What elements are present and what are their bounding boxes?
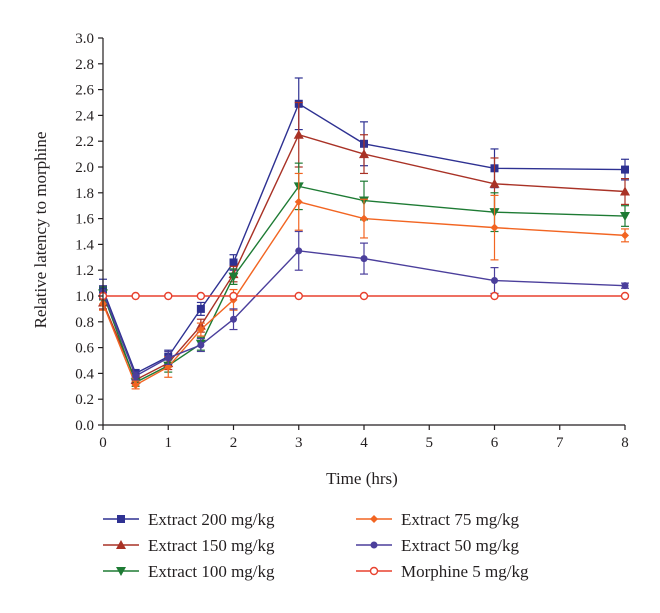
- y-tick-label: 2.0: [75, 160, 94, 176]
- legend-marker: [370, 515, 378, 523]
- x-tick-label: 3: [295, 435, 303, 451]
- y-tick-label: 1.0: [75, 289, 94, 305]
- data-point: [230, 315, 237, 323]
- y-tick-label: 2.8: [75, 57, 94, 73]
- x-tick-label: 4: [360, 435, 368, 451]
- legend-marker: [116, 567, 126, 576]
- legend-label: Extract 200 mg/kg: [148, 510, 275, 529]
- legend-label: Extract 75 mg/kg: [401, 510, 520, 529]
- x-tick-label: 8: [621, 435, 629, 451]
- x-tick-label: 5: [426, 435, 434, 451]
- series-6: [98, 291, 630, 301]
- series-5: [99, 230, 629, 381]
- data-point: [294, 291, 303, 301]
- y-tick-label: 2.6: [75, 83, 94, 99]
- y-tick-label: 1.4: [75, 237, 94, 253]
- data-point: [164, 354, 172, 362]
- y-ticks: 0.0 0.2 0.4 0.6 0.8 1.0 1.2 1.4 1.6 1.8 2.0 2.2 2.4 2…: [75, 31, 103, 434]
- legend-item: Extract 75 mg/kg: [356, 510, 520, 529]
- y-tick-label: 0.6: [75, 341, 94, 357]
- data-point: [196, 291, 206, 301]
- data-point: [490, 223, 499, 232]
- data-point: [295, 247, 303, 255]
- legend-label: Extract 50 mg/kg: [401, 536, 520, 555]
- y-tick-label: 1.8: [75, 186, 94, 202]
- legend-marker: [117, 515, 125, 523]
- y-tick-label: 0.4: [75, 366, 94, 382]
- data-point: [293, 129, 304, 139]
- x-tick-label: 6: [491, 435, 499, 451]
- x-axis: 0 1 2 3 4 5 6 7 8: [99, 424, 629, 451]
- data-point: [360, 214, 368, 223]
- series-4: [99, 172, 629, 390]
- legend-item: Extract 150 mg/kg: [103, 536, 275, 555]
- data-point: [359, 149, 369, 159]
- data-point: [164, 291, 173, 301]
- data-point: [229, 258, 238, 267]
- y-tick-label: 2.4: [75, 108, 94, 124]
- legend-item: Morphine 5 mg/kg: [356, 562, 529, 581]
- data-point: [196, 325, 205, 334]
- data-point: [620, 291, 630, 301]
- data-point: [196, 304, 205, 313]
- x-tick-label: 1: [165, 435, 173, 451]
- legend-item: Extract 100 mg/kg: [103, 562, 275, 581]
- legend-marker: [369, 566, 379, 576]
- data-point: [131, 291, 140, 301]
- data-point: [491, 277, 498, 285]
- legend: Extract 200 mg/kg Extract 150 mg/kg Extrac…: [103, 510, 529, 581]
- data-point: [621, 231, 629, 240]
- y-tick-label: 0.8: [75, 315, 94, 331]
- y-tick-label: 1.6: [75, 212, 94, 228]
- data-point: [132, 372, 140, 380]
- data-point: [229, 291, 238, 301]
- data-point: [621, 165, 629, 174]
- data-point: [197, 341, 205, 349]
- y-tick-label: 0.2: [75, 392, 94, 408]
- legend-item: Extract 200 mg/kg: [103, 510, 275, 529]
- data-point: [228, 272, 239, 282]
- data-point: [294, 197, 303, 206]
- y-axis: 0.0 0.2 0.4 0.6 0.8 1.0 1.2 1.4 1.6 1.8 2.0 2.2 2.4 2…: [75, 31, 104, 434]
- y-tick-label: 3.0: [75, 31, 94, 47]
- x-tick-label: 0: [99, 435, 107, 451]
- legend-label: Extract 150 mg/kg: [148, 536, 275, 555]
- legend-item: Extract 50 mg/kg: [356, 536, 520, 555]
- legend-marker: [116, 540, 126, 549]
- chart-marks: [98, 77, 630, 390]
- x-axis-title: Time (hrs): [326, 469, 398, 488]
- data-point: [620, 212, 630, 222]
- data-point: [359, 291, 369, 301]
- data-point: [489, 178, 500, 188]
- y-axis-title: Relative latency to morphine: [31, 132, 50, 329]
- y-tick-label: 1.2: [75, 263, 94, 279]
- x-tick-label: 7: [556, 435, 564, 451]
- data-point: [131, 381, 140, 390]
- legend-marker: [370, 541, 378, 549]
- data-point: [490, 291, 499, 301]
- x-tick-label: 2: [230, 435, 238, 451]
- legend-label: Extract 100 mg/kg: [148, 562, 275, 581]
- x-ticks: 0 1 2 3 4 5 6 7 8: [99, 425, 629, 451]
- y-tick-label: 2.2: [75, 134, 94, 150]
- data-point: [620, 186, 630, 196]
- data-point: [360, 255, 368, 263]
- y-tick-label: 0.0: [75, 418, 94, 434]
- data-point: [621, 282, 629, 290]
- legend-label: Morphine 5 mg/kg: [401, 562, 529, 581]
